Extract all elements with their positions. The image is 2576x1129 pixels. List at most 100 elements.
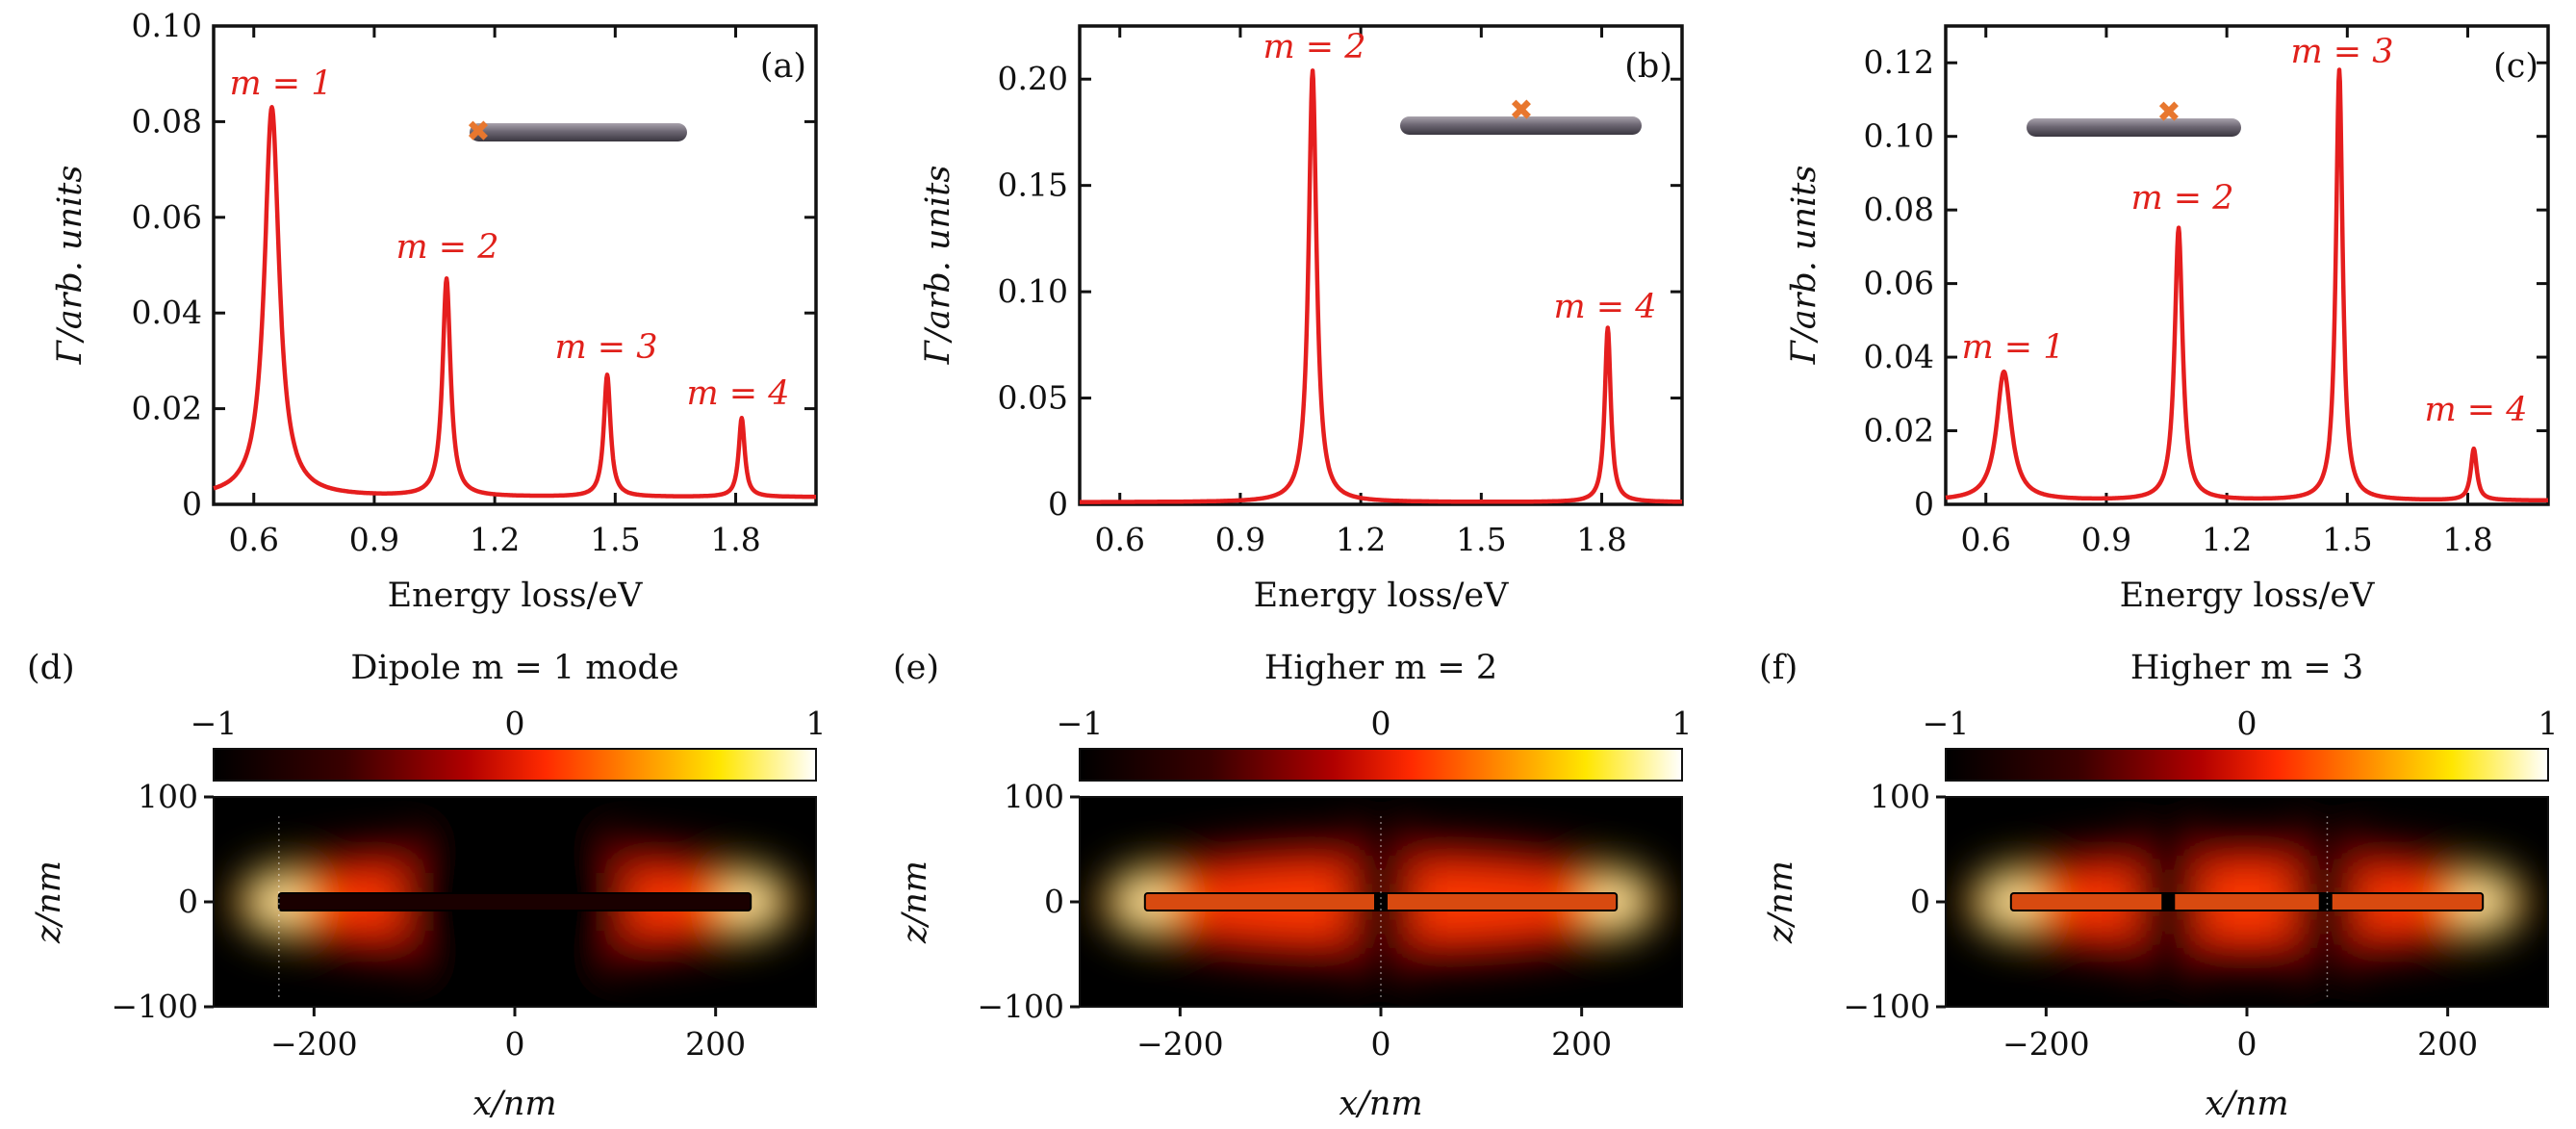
x-tick-label: 0 (2237, 1025, 2257, 1063)
x-tick-label: 0.6 (1960, 521, 2010, 558)
panel-label-c: (c) (2493, 47, 2538, 86)
panel-label-d: (d) (27, 649, 75, 687)
y-tick-label: 0.15 (998, 167, 1068, 204)
y-tick-label: 0.10 (998, 272, 1068, 310)
x-tick-label: −200 (1136, 1025, 1224, 1063)
colorbar (213, 748, 817, 782)
axis-ticks-d: −200 0 200 −100 0 100 (111, 778, 746, 1063)
nanorod-icon (1400, 116, 1642, 135)
colorbar-tick-label: 0 (1371, 705, 1391, 742)
y-tick-label: 0 (1044, 883, 1064, 920)
field-map-e (1079, 796, 1683, 1008)
x-tick-label: 0.6 (1094, 521, 1144, 558)
inset-nanorod-b: ✖ (1400, 94, 1642, 135)
y-tick-label: 0.10 (132, 7, 202, 44)
excitation-cross-icon: ✖ (2156, 96, 2181, 130)
y-tick-label: 0.02 (132, 390, 202, 427)
y-axis-label-c: Γ/arb. units (1785, 166, 1824, 366)
y-axis-label-b: Γ/arb. units (919, 166, 957, 366)
colorbar-tick-label: −1 (1923, 705, 1970, 742)
eels-spectrum-a (212, 105, 818, 500)
x-axis-label-e: x/nm (1339, 1085, 1422, 1123)
y-tick-label: 0 (1914, 485, 1934, 523)
colorbar-tick-label: 1 (1672, 705, 1693, 742)
x-tick-label: 200 (685, 1025, 746, 1063)
panel-c: 0.6 0.9 1.2 1.5 1.8 0 0.02 0.04 0.06 0.08 0.10 0.12… (1785, 24, 2550, 615)
y-tick-label: 0.05 (998, 379, 1068, 417)
peak-label-m2-a: m = 2 (395, 228, 498, 267)
colorbar-tick-label: 1 (2538, 705, 2559, 742)
panel-label-b: (b) (1624, 47, 1672, 86)
y-tick-label: 0.04 (132, 294, 202, 331)
peak-label-m3-a: m = 3 (554, 328, 657, 367)
x-tick-label: 0 (505, 1025, 525, 1063)
x-tick-label: 0.9 (349, 521, 399, 558)
x-axis-label-a: Energy loss/eV (388, 577, 644, 615)
colorbar (1079, 748, 1683, 782)
axis-ticks-b: 0.6 0.9 1.2 1.5 1.8 0 0.05 0.10 0.15 0.20 (998, 26, 1682, 558)
x-tick-label: 1.8 (710, 521, 760, 558)
x-axis-label-c: Energy loss/eV (2120, 577, 2376, 615)
eels-spectrum-c (1944, 67, 2550, 503)
plot-frame-b (1078, 24, 1684, 506)
y-axis-label-d: z/nm (30, 860, 68, 944)
axis-ticks-f: −200 0 200 −100 0 100 (1843, 778, 2478, 1063)
y-tick-label: 100 (1870, 778, 1930, 815)
map-title-f: Higher m = 3 (2130, 649, 2363, 687)
y-tick-label: −100 (111, 988, 198, 1025)
excitation-cross-icon: ✖ (1509, 94, 1533, 128)
colorbar-tick-label: 0 (505, 705, 525, 742)
x-axis-label-d: x/nm (472, 1085, 556, 1123)
x-tick-label: 0 (1371, 1025, 1391, 1063)
x-axis-label-b: Energy loss/eV (1254, 577, 1510, 615)
panel-label-f: (f) (1759, 649, 1798, 687)
y-tick-label: 0.08 (1864, 191, 1934, 228)
y-tick-label: 0 (1910, 883, 1930, 920)
x-tick-label: −200 (270, 1025, 358, 1063)
panel-b: 0.6 0.9 1.2 1.5 1.8 0 0.05 0.10 0.15 0.20 (b) ✖ m… (919, 24, 1684, 615)
eels-spectrum-b (1078, 68, 1684, 504)
peak-label-m2-c: m = 2 (2130, 179, 2233, 218)
colorbar (1945, 748, 2549, 782)
plot-frame-c (1944, 24, 2550, 506)
peak-label-m4-a: m = 4 (686, 374, 789, 413)
y-tick-label: −100 (1843, 988, 1930, 1025)
y-tick-label: 0 (182, 485, 202, 523)
panel-d: (d) Dipole m = 1 mode −1 0 1 −200 0 200 −10… (27, 649, 827, 1123)
y-tick-label: 0.06 (132, 198, 202, 236)
rod-node (2161, 893, 2176, 911)
panel-e: (e) Higher m = 2 −1 0 1 −200 0 200 −100 0 100… (893, 649, 1693, 1123)
x-tick-label: −200 (2002, 1025, 2090, 1063)
panel-a: 0.6 0.9 1.2 1.5 1.8 0 0.02 0.04 0.06 0.08 0.10 (a)… (51, 7, 818, 615)
axis-ticks-e: −200 0 200 −100 0 100 (977, 778, 1612, 1063)
x-tick-label: 1.2 (2202, 521, 2252, 558)
rod-node (2318, 893, 2333, 911)
x-tick-label: 0.9 (1215, 521, 1265, 558)
x-tick-label: 1.8 (1576, 521, 1626, 558)
y-tick-label: 0 (178, 883, 198, 920)
x-tick-label: 0.6 (228, 521, 278, 558)
inset-nanorod-a: ✖ (466, 115, 687, 149)
x-tick-label: 0.9 (2081, 521, 2131, 558)
panel-label-e: (e) (893, 649, 939, 687)
y-tick-label: 0.08 (132, 102, 202, 140)
x-tick-label: 1.5 (590, 521, 640, 558)
panel-f: (f) Higher m = 3 −1 0 1 −200 0 200 −100 0 100… (1759, 649, 2559, 1123)
y-tick-label: 0.04 (1864, 338, 1934, 375)
colorbar-tick-label: 0 (2237, 705, 2257, 742)
axis-ticks-a: 0.6 0.9 1.2 1.5 1.8 0 0.02 0.04 0.06 0.08 0.10 (132, 7, 816, 558)
x-tick-label: 1.5 (1456, 521, 1506, 558)
colorbar-tick-label: −1 (191, 705, 238, 742)
x-tick-label: 200 (1551, 1025, 1612, 1063)
peak-label-m4-b: m = 4 (1553, 288, 1656, 326)
y-tick-label: 0.12 (1864, 43, 1934, 81)
y-tick-label: −100 (977, 988, 1064, 1025)
nanorod-cross-section (2009, 892, 2485, 911)
rod-node (1374, 893, 1388, 911)
x-tick-label: 1.2 (470, 521, 520, 558)
y-tick-label: 0.10 (1864, 117, 1934, 155)
excitation-cross-icon: ✖ (466, 115, 490, 149)
y-tick-label: 0.02 (1864, 412, 1934, 449)
x-tick-label: 200 (2417, 1025, 2478, 1063)
x-tick-label: 1.5 (2322, 521, 2372, 558)
